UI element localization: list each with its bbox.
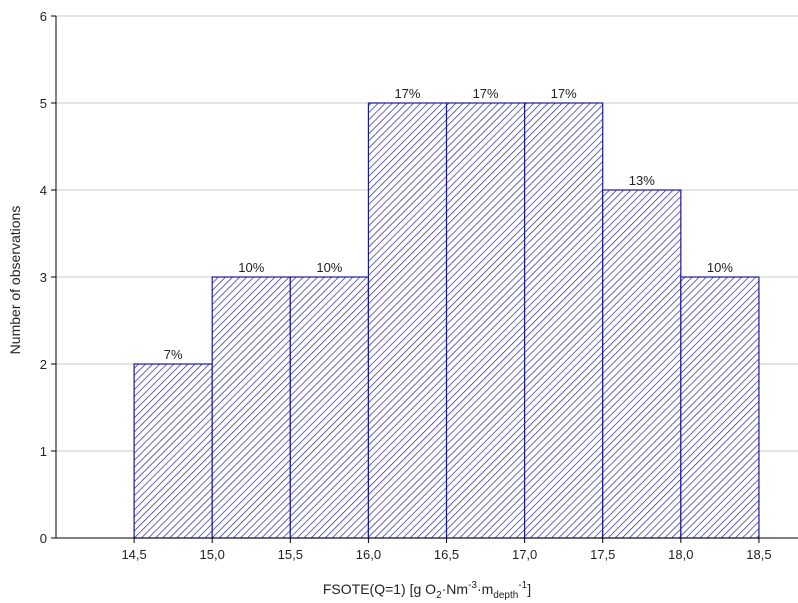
bar-2: [289, 276, 370, 539]
x-tick-label-0: 14,5: [121, 547, 146, 562]
y-tick-label-0: 0: [40, 531, 47, 546]
data-label-5: 17%: [551, 86, 577, 101]
bar-3: [367, 102, 448, 539]
bars: [133, 102, 760, 539]
bar-4: [445, 102, 526, 539]
bar-7: [680, 276, 760, 539]
x-tick-label-1: 15,0: [200, 547, 225, 562]
data-label-0: 7%: [164, 347, 183, 362]
bar-0: [133, 363, 213, 539]
x-axis-label: FSOTE(Q=1) [g O2·Nm-3·mdepth-1]: [323, 580, 531, 601]
data-label-4: 17%: [473, 86, 499, 101]
x-tick-label-7: 18,0: [668, 547, 693, 562]
data-label-6: 13%: [629, 173, 655, 188]
axes: 0 1 2 3 4 5 6 14,5 15,0 15,5 16,0 16,5 17,0 17,5 18,0 1…: [40, 9, 798, 562]
x-tick-label-8: 18,5: [746, 547, 771, 562]
bar-5: [524, 102, 604, 539]
x-tick-label-6: 17,5: [590, 547, 615, 562]
y-tick-label-5: 5: [40, 96, 47, 111]
bar-6: [602, 189, 682, 539]
x-tick-label-3: 16,0: [356, 547, 381, 562]
data-label-1: 10%: [238, 260, 264, 275]
y-axis-label: Number of observations: [7, 206, 23, 355]
y-tick-label-1: 1: [40, 444, 47, 459]
x-tick-label-5: 17,0: [512, 547, 537, 562]
data-label-3: 17%: [394, 86, 420, 101]
y-tick-label-4: 4: [40, 183, 47, 198]
data-label-2: 10%: [316, 260, 342, 275]
x-tick-label-2: 15,5: [278, 547, 303, 562]
x-tick-label-4: 16,5: [434, 547, 459, 562]
bar-1: [211, 276, 291, 539]
y-tick-label-6: 6: [40, 9, 47, 24]
y-tick-label-3: 3: [40, 270, 47, 285]
y-tick-label-2: 2: [40, 357, 47, 372]
data-labels: 7% 10% 10% 17% 17% 17% 13% 10%: [164, 86, 734, 362]
data-label-7: 10%: [707, 260, 733, 275]
